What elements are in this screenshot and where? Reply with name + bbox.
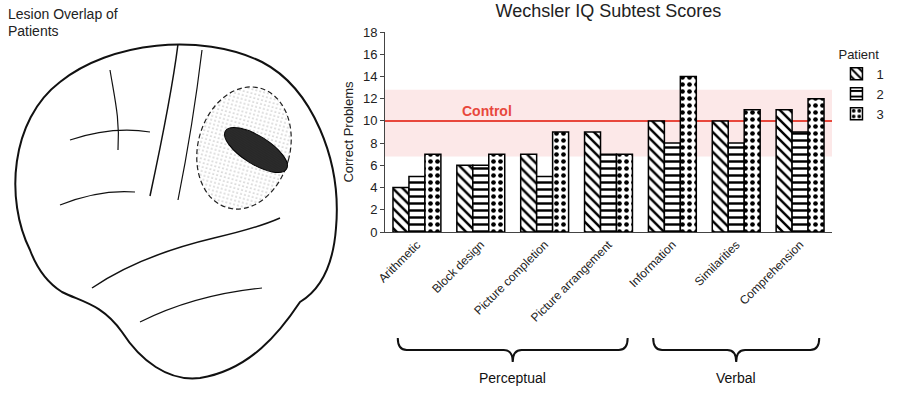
svg-text:0: 0 (370, 225, 377, 240)
svg-text:Perceptual: Perceptual (479, 370, 546, 386)
svg-text:Verbal: Verbal (716, 370, 756, 386)
svg-text:14: 14 (363, 69, 377, 84)
svg-text:2: 2 (370, 202, 377, 217)
svg-text:Control: Control (462, 103, 512, 119)
svg-text:2: 2 (876, 87, 883, 102)
svg-text:6: 6 (370, 158, 377, 173)
svg-text:Comprehension: Comprehension (737, 238, 807, 308)
svg-text:Arithmetic: Arithmetic (376, 238, 424, 286)
html-text:Lesion Overlap of Patients: Lesion Overlap of Patients (8, 6, 118, 39)
svg-text:16: 16 (363, 47, 377, 62)
svg-text:Picture completion: Picture completion (471, 238, 551, 318)
svg-text:Picture arrangement: Picture arrangement (528, 237, 615, 324)
svg-text:Block design: Block design (429, 238, 487, 296)
svg-text:12: 12 (363, 91, 377, 106)
svg-text:18: 18 (363, 25, 377, 40)
svg-text:8: 8 (370, 136, 377, 151)
svg-text:Wechsler IQ Subtest Scores: Wechsler IQ Subtest Scores (496, 1, 722, 21)
svg-text:Information: Information (626, 238, 678, 290)
svg-text:Similarities: Similarities (692, 238, 743, 289)
svg-text:10: 10 (363, 113, 377, 128)
svg-text:1: 1 (876, 67, 883, 82)
svg-text:3: 3 (876, 107, 883, 122)
svg-text:4: 4 (370, 180, 377, 195)
svg-text:Patient: Patient (838, 47, 879, 62)
svg-text:Correct Problems: Correct Problems (341, 81, 356, 183)
